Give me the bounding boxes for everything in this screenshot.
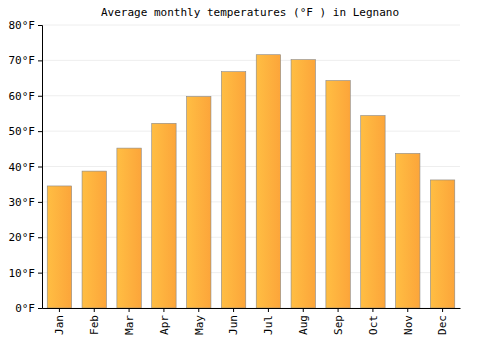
x-tick-mark <box>163 308 164 312</box>
x-tick-label: Sep <box>332 315 345 335</box>
bar <box>326 81 350 308</box>
title: Average monthly temperatures (°F ) in Le… <box>101 6 399 19</box>
x-tick-label: Jan <box>53 315 66 335</box>
y-tick: 40°F <box>9 161 43 174</box>
x-tick-label: Nov <box>402 315 415 335</box>
y-tick-mark <box>38 308 42 309</box>
bar <box>47 186 71 308</box>
y-tick-label: 50°F <box>9 125 36 138</box>
x-tick-mark <box>372 308 373 312</box>
x-axis: Jan Feb Mar Apr May Jun Jul Aug Sep Oct Nov Dec <box>43 308 461 335</box>
x-tick: Aug <box>297 308 310 335</box>
x-tick: Feb <box>88 308 101 335</box>
y-tick-label: 10°F <box>9 267 36 280</box>
y-tick-label: 60°F <box>9 90 36 103</box>
y-tick: 20°F <box>9 231 43 244</box>
x-axis-line <box>43 308 461 309</box>
grid-line <box>42 25 460 26</box>
grid-line <box>42 131 460 132</box>
bar <box>82 171 106 308</box>
y-tick: 30°F <box>9 196 43 209</box>
y-tick-label: 30°F <box>9 196 36 209</box>
chart: Average monthly temperatures (°F ) in Le… <box>0 0 500 350</box>
x-tick: Sep <box>332 308 345 335</box>
x-tick-label: Jul <box>262 315 275 335</box>
x-tick-mark <box>442 308 443 312</box>
y-tick-mark <box>38 96 42 97</box>
x-tick: Dec <box>436 308 449 335</box>
bar <box>187 96 211 308</box>
x-tick-mark <box>268 308 269 312</box>
bar <box>430 180 454 308</box>
y-axis-line <box>38 26 43 309</box>
bar <box>221 72 245 308</box>
bar <box>361 116 385 308</box>
x-tick-label: Apr <box>158 315 171 335</box>
y-tick: 10°F <box>9 267 43 280</box>
y-tick: 70°F <box>9 54 43 67</box>
x-tick: Apr <box>158 308 171 335</box>
x-tick-mark <box>338 308 339 312</box>
x-tick-mark <box>233 308 234 312</box>
x-tick-mark <box>59 308 60 312</box>
y-tick-mark <box>38 202 42 203</box>
x-tick: Nov <box>402 308 415 335</box>
y-tick-mark <box>38 25 42 26</box>
bars <box>47 55 455 308</box>
x-tick-mark <box>303 308 304 312</box>
y-tick-mark <box>38 167 42 168</box>
y-tick-mark <box>38 60 42 61</box>
x-tick-label: Mar <box>123 315 136 335</box>
y-tick-label: 0°F <box>15 302 35 315</box>
y-tick: 50°F <box>9 125 43 138</box>
x-tick-mark <box>198 308 199 312</box>
x-tick-label: Oct <box>367 315 380 335</box>
bar <box>396 153 420 308</box>
x-tick-mark <box>407 308 408 312</box>
y-tick-label: 40°F <box>9 161 36 174</box>
bar <box>152 123 176 308</box>
x-tick: Jul <box>262 308 275 335</box>
y-tick: 80°F <box>9 19 43 32</box>
y-tick-label: 20°F <box>9 231 36 244</box>
x-tick: Mar <box>123 308 136 335</box>
y-tick: 60°F <box>9 90 43 103</box>
grid <box>42 25 460 308</box>
y-tick-mark <box>38 131 42 132</box>
x-tick-label: May <box>193 315 206 335</box>
x-tick-label: Feb <box>88 315 101 335</box>
x-tick-label: Jun <box>227 315 240 335</box>
x-tick-label: Aug <box>297 315 310 335</box>
y-axis: 0°F 10°F 20°F 30°F 40°F 50°F 60°F 70°F 80°F <box>9 19 43 315</box>
y-tick: 0°F <box>15 302 42 315</box>
x-tick: Oct <box>367 308 380 335</box>
x-tick: May <box>193 308 206 335</box>
y-tick-mark <box>38 273 42 274</box>
y-tick-mark <box>38 237 42 238</box>
bar <box>117 148 141 308</box>
y-tick-label: 70°F <box>9 54 36 67</box>
grid-line <box>42 95 460 96</box>
plot: 0°F 10°F 20°F 30°F 40°F 50°F 60°F 70°F 80°F Jan Fe… <box>9 19 461 335</box>
bar <box>291 60 315 308</box>
x-tick-mark <box>129 308 130 312</box>
y-tick-label: 80°F <box>9 19 36 32</box>
bar <box>256 55 280 308</box>
x-tick-label: Dec <box>436 315 449 335</box>
x-tick: Jun <box>227 308 240 335</box>
x-tick-mark <box>94 308 95 312</box>
x-tick: Jan <box>53 308 66 335</box>
grid-line <box>42 60 460 61</box>
